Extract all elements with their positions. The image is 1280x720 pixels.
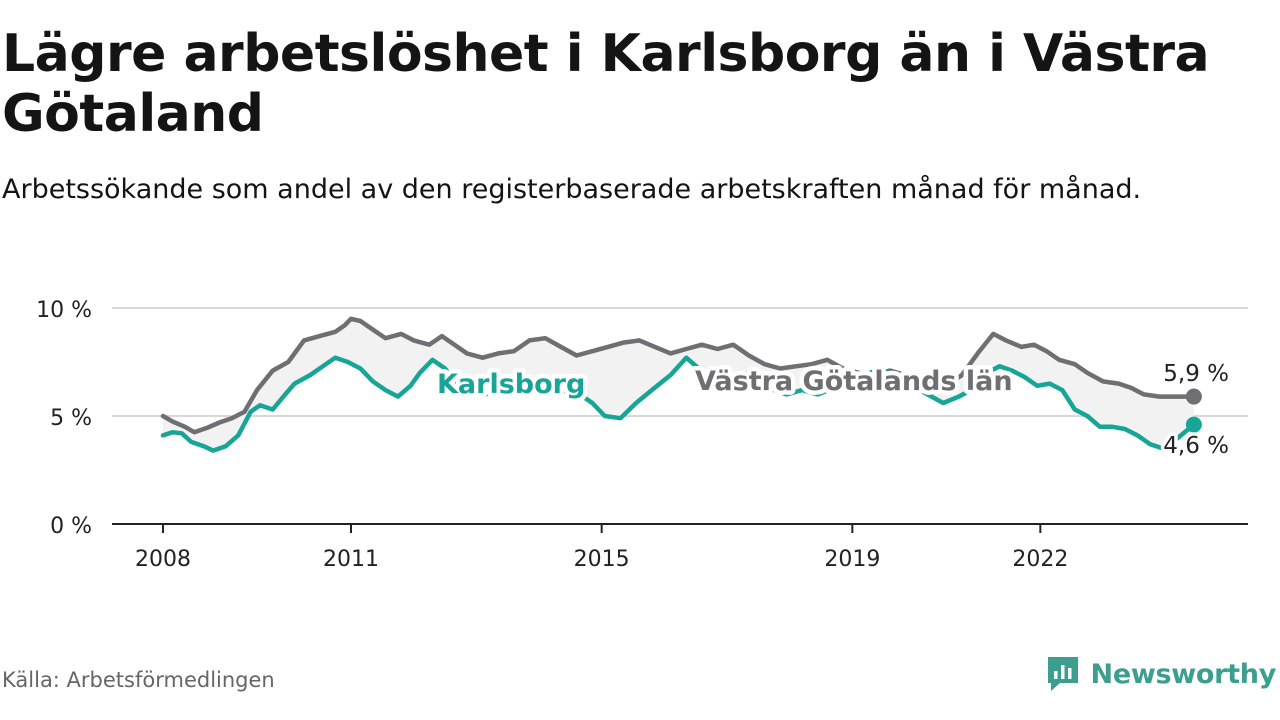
x-tick-label: 2019: [824, 547, 880, 572]
y-tick-label: 10 %: [36, 298, 92, 323]
label-layer: Karlsborg Västra Götalands län 5,9 % 4,6 %: [433, 358, 1233, 463]
series-label-vastra-gotaland: Västra Götalands län: [695, 366, 1013, 397]
chart-subtitle: Arbetssökande som andel av den registerb…: [2, 174, 1142, 205]
y-tick-label: 5 %: [50, 406, 92, 431]
brand-logo: Newsworthy: [1045, 652, 1276, 696]
source-note: Källa: Arbetsförmedlingen: [2, 668, 275, 692]
series-line-vastra-gotaland: [160, 316, 1197, 435]
series-label-karlsborg: Karlsborg: [437, 369, 585, 400]
chart-title: Lägre arbetslöshet i Karlsborg än i Väst…: [2, 24, 1210, 144]
grid-layer: [112, 307, 1248, 417]
y-tick-label: 0 %: [50, 514, 92, 539]
series-line-karlsborg: [160, 355, 1197, 453]
line-chart: 0 % 5 % 10 % 2008 2011 2015 2019 2022 Karlsborg…: [36, 298, 1248, 572]
difference-band: [163, 318, 1194, 451]
x-tick-label: 2022: [1012, 547, 1068, 572]
newsworthy-logo-icon: [1047, 657, 1078, 691]
x-tick-label: 2011: [323, 547, 379, 572]
end-marker-vastra-gotaland: [1185, 388, 1202, 405]
end-marker-karlsborg: [1185, 416, 1202, 433]
end-label-karlsborg: 4,6 %: [1163, 433, 1229, 459]
brand-name: Newsworthy: [1090, 658, 1277, 690]
x-tick-label: 2015: [574, 547, 630, 572]
x-tick-label: 2008: [135, 547, 191, 572]
series-layer: [160, 316, 1202, 453]
end-label-vastra-gotaland: 5,9 %: [1163, 361, 1229, 387]
axis-layer: 0 % 5 % 10 % 2008 2011 2015 2019 2022: [36, 298, 1248, 572]
